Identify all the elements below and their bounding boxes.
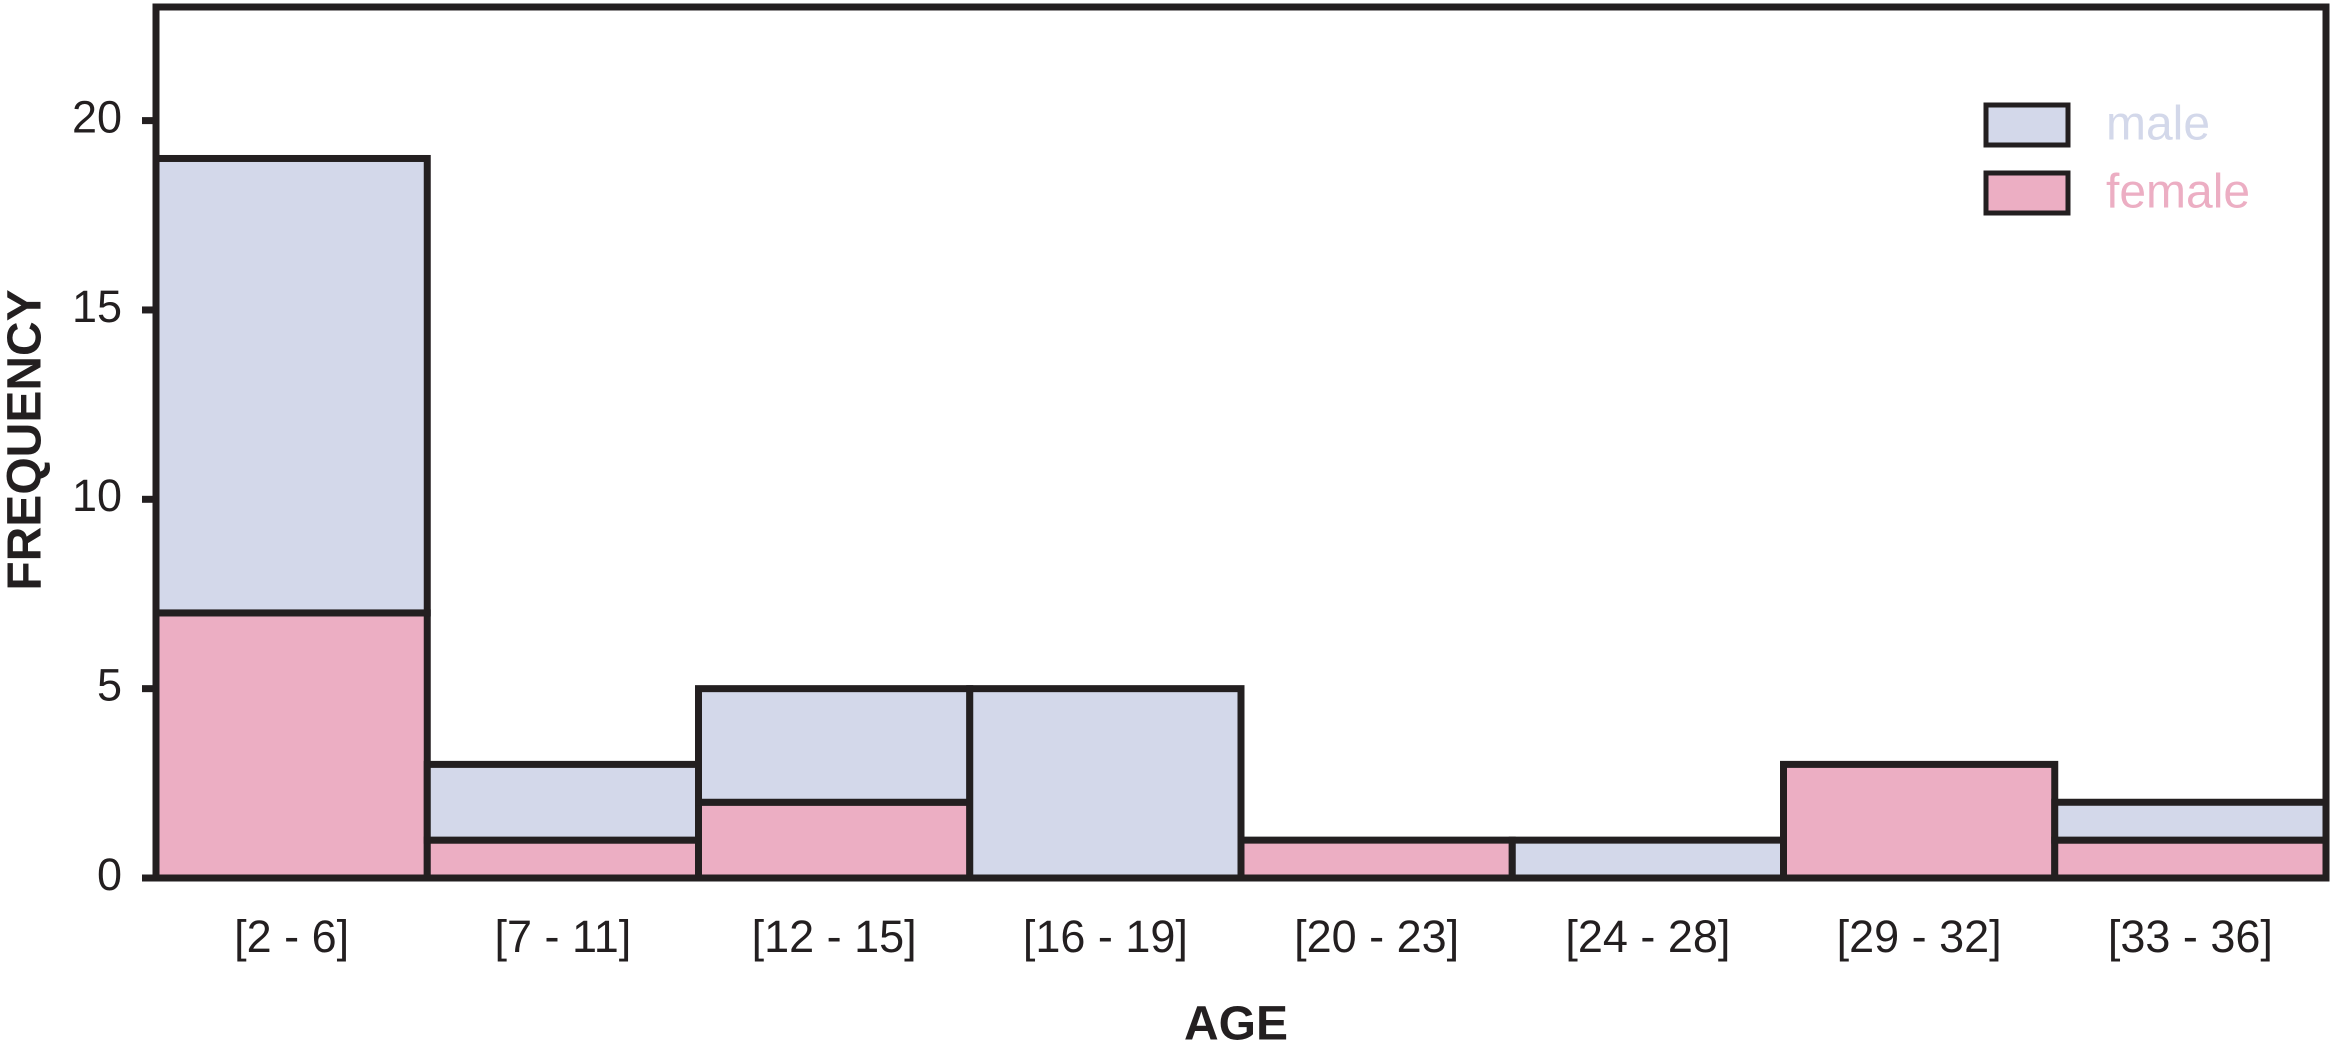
bar-segment bbox=[1780, 760, 2059, 882]
x-tick-label: [12 - 15] bbox=[752, 911, 917, 962]
bar-segment bbox=[152, 609, 431, 882]
y-tick-label: 15 bbox=[72, 281, 122, 332]
bar-segment bbox=[423, 836, 702, 882]
y-tick-label: 10 bbox=[72, 470, 122, 521]
bar-segment bbox=[2051, 836, 2330, 882]
bar-segment bbox=[695, 798, 974, 882]
x-tick-label: [24 - 28] bbox=[1565, 911, 1730, 962]
legend-swatch bbox=[1983, 170, 2071, 216]
x-tick-label: [16 - 19] bbox=[1023, 911, 1188, 962]
x-tick-label: [33 - 36] bbox=[2108, 911, 2273, 962]
x-axis-label: AGE bbox=[1184, 998, 1288, 1051]
y-tick-label: 0 bbox=[97, 849, 122, 900]
y-axis-label: FREQUENCY bbox=[0, 289, 52, 590]
bar-segment bbox=[423, 760, 702, 844]
plot-frame bbox=[152, 3, 2330, 882]
bar-segment bbox=[695, 685, 974, 806]
bar-segment bbox=[1508, 836, 1787, 882]
x-tick-label: [2 - 6] bbox=[234, 911, 349, 962]
legend-label: male bbox=[2106, 98, 2210, 151]
y-tick-label: 20 bbox=[72, 91, 122, 142]
bar-segment bbox=[2051, 798, 2330, 844]
bar-segment bbox=[1237, 836, 1516, 882]
legend-label: female bbox=[2106, 166, 2250, 219]
x-tick-label: [29 - 32] bbox=[1837, 911, 2002, 962]
x-tick-label: [20 - 23] bbox=[1294, 911, 1459, 962]
legend-swatch bbox=[1983, 102, 2071, 148]
bar-segment bbox=[966, 685, 1245, 882]
x-tick-label: [7 - 11] bbox=[495, 911, 632, 962]
bar-segment bbox=[152, 154, 431, 617]
y-tick-label: 5 bbox=[97, 660, 122, 711]
